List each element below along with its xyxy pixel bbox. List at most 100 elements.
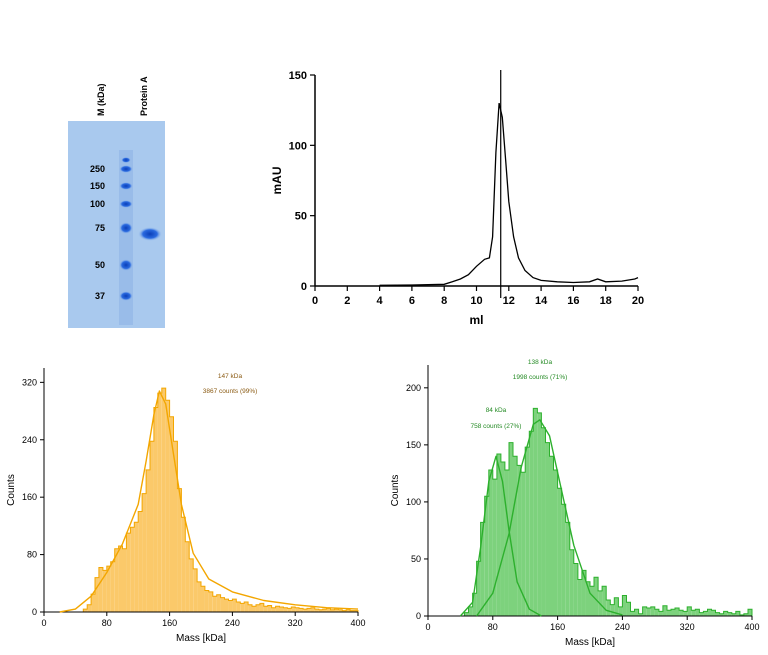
green-bar [723,611,728,616]
orange-bar [330,609,335,612]
orange-bar [102,570,107,612]
orange-bar [291,607,296,612]
x-tick-label: 0 [425,622,430,632]
y-tick-label: 0 [416,611,421,621]
x-axis-label: ml [469,313,483,327]
green-bar [711,610,716,616]
orange-bar [185,541,190,612]
marker-label-250: 250 [90,164,105,174]
green-bar [675,608,680,616]
green-bar [715,612,720,616]
orange-bar [279,607,284,612]
green-bar [569,549,574,616]
green-bar [630,611,635,616]
orange-bar [338,609,343,612]
marker-label-150: 150 [90,181,105,191]
orange-bar [197,581,202,612]
orange-bar [157,393,162,612]
orange-bar [271,607,276,612]
orange-bar [256,604,260,612]
orange-bar [169,416,174,612]
x-tick-label: 16 [567,295,579,307]
green-bar [719,613,724,616]
orange-bar [122,548,127,612]
orange-bar [106,566,111,612]
orange-bar [224,599,229,612]
gaussian-fit-138kda [476,419,623,617]
marker-band-100 [119,200,133,208]
orange-bar [334,609,339,612]
orange-bar [153,407,158,612]
y-axis-label: Counts [6,474,17,506]
orange-bar [142,493,147,612]
marker-labels: 250 150 100 75 50 37 [90,164,105,301]
marker-label-50: 50 [95,260,105,270]
green-bar [529,431,534,616]
green-bar [679,610,684,616]
green-bar [687,606,692,616]
orange-bar [326,608,331,612]
green-bar [646,608,651,616]
orange-bar [216,594,221,612]
green-bar [650,606,655,616]
orange-bar [177,488,182,612]
green-bar [480,522,485,616]
x-tick-label: 6 [409,295,415,307]
marker-band-75 [119,222,133,234]
green-bar [642,606,647,616]
green-bar [500,462,505,616]
y-tick-label: 240 [22,435,37,445]
orange-bar [193,568,198,612]
orange-bar [346,609,351,612]
y-tick-label: 160 [22,492,37,502]
orange-bar [138,511,143,612]
orange-bar [173,441,178,612]
orange-bar [110,561,115,612]
y-tick-label: 320 [22,377,37,387]
x-tick-label: 160 [550,622,565,632]
green-bar [590,586,595,616]
gaussian-fit-84kda [459,455,542,617]
green-bar [496,454,501,616]
green-bar [472,593,477,616]
green-bar [638,613,643,616]
green-bar [533,408,538,616]
green-bar [703,611,708,616]
marker-band-37 [119,291,133,301]
lane-label-protein-a: Protein A [139,76,149,116]
green-bar [610,604,615,616]
green-bar [509,442,514,616]
y-tick-label: 200 [406,383,421,393]
protein-a-band [138,227,162,241]
x-tick-label: 320 [288,618,303,628]
orange-bar [244,602,249,612]
green-outline [463,407,753,616]
green-bar [468,606,473,616]
orange-bar [91,594,96,612]
orange-bar [342,610,347,612]
orange-bar [134,522,139,612]
orange-bar [350,610,355,612]
x-tick-label: 18 [600,295,612,307]
green-bar [671,609,676,616]
green-bar [488,470,493,616]
orange-bar [150,441,154,612]
orange-bar [267,605,272,612]
marker-band-250 [119,165,133,173]
y-tick-label: 100 [406,497,421,507]
green-bar [748,609,753,616]
chromatogram-chart: 0 50 100 150 0 2 4 6 8 10 12 14 16 18 20 ml mAU [270,70,644,327]
green-bar [622,595,627,616]
green-bar [626,602,631,616]
marker-band-150 [119,182,133,190]
green-bar [537,412,542,616]
orange-bar [236,602,241,612]
green-bar [513,456,518,616]
orange-bar [208,591,213,612]
orange-bar [83,609,88,612]
marker-label-37: 37 [95,291,105,301]
orange-bar [118,546,123,612]
green-bar [743,613,748,616]
green-bar [658,611,663,616]
